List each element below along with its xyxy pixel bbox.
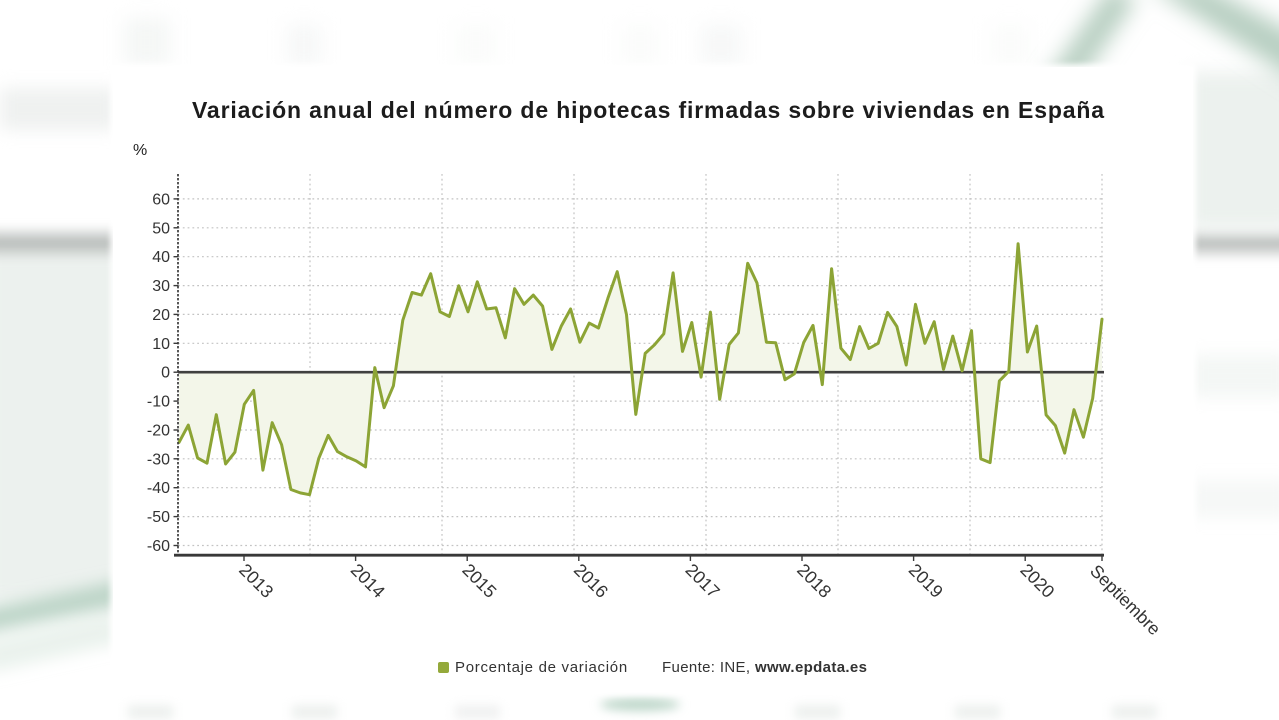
svg-text:2018: 2018 xyxy=(793,560,835,602)
svg-text:-30: -30 xyxy=(147,451,170,468)
svg-text:2014: 2014 xyxy=(347,560,389,602)
svg-text:2019: 2019 xyxy=(905,560,947,602)
svg-text:0: 0 xyxy=(161,365,170,382)
svg-text:10: 10 xyxy=(152,336,170,353)
svg-text:40: 40 xyxy=(152,249,170,266)
svg-text:30: 30 xyxy=(152,278,170,295)
svg-text:60: 60 xyxy=(152,191,170,208)
svg-text:-20: -20 xyxy=(147,423,170,440)
svg-text:-60: -60 xyxy=(147,538,170,555)
svg-text:2013: 2013 xyxy=(235,560,277,602)
svg-text:2017: 2017 xyxy=(682,560,724,602)
svg-text:-10: -10 xyxy=(147,394,170,411)
svg-text:2020: 2020 xyxy=(1016,560,1058,602)
svg-text:20: 20 xyxy=(152,307,170,324)
svg-text:50: 50 xyxy=(152,220,170,237)
svg-text:-40: -40 xyxy=(147,480,170,497)
svg-text:Septiembre: Septiembre xyxy=(1086,561,1165,640)
svg-text:2015: 2015 xyxy=(458,560,500,602)
svg-text:2016: 2016 xyxy=(570,560,612,602)
svg-text:-50: -50 xyxy=(147,509,170,526)
